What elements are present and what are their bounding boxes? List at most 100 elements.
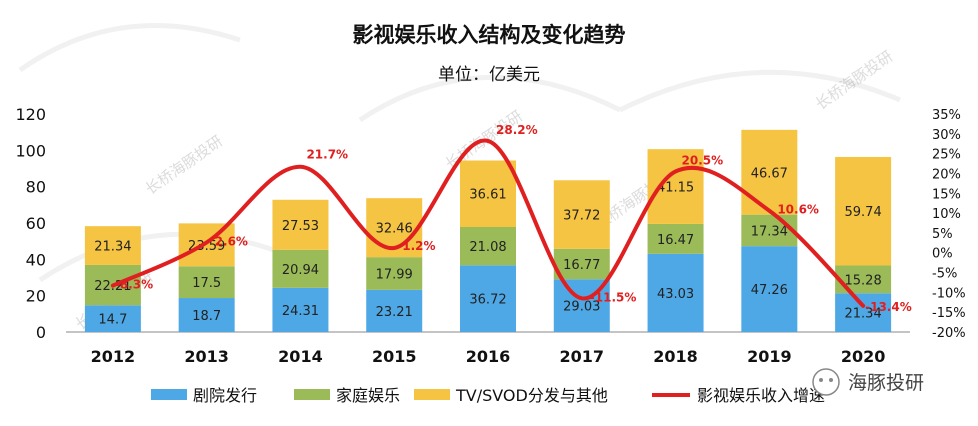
y2-tick-label: -15% <box>932 306 966 321</box>
wechat-icon-eye <box>829 378 833 382</box>
bar-value-label: 18.7 <box>192 309 221 324</box>
bar-segment <box>366 289 423 332</box>
legend-label-tv-svod: TV/SVOD分发与其他 <box>455 386 608 405</box>
y2-tick-label: 20% <box>932 167 961 182</box>
bar-series <box>84 129 892 332</box>
growth-rate-label: 20.5% <box>682 153 724 167</box>
bar-value-label: 17.5 <box>192 276 221 291</box>
y2-tick-label: 30% <box>932 128 961 143</box>
bar-segment <box>741 246 798 332</box>
growth-rate-label: -11.5% <box>590 290 637 304</box>
wechat-icon <box>812 368 840 396</box>
watermark-text: 长桥海豚投研 <box>812 47 896 113</box>
bar-value-label: 37.72 <box>563 209 600 224</box>
x-tick-label: 2014 <box>278 347 323 366</box>
bar-segment <box>553 248 610 280</box>
bar-value-label: 41.15 <box>657 181 694 196</box>
bar-value-label: 14.7 <box>98 313 127 328</box>
bar-value-label: 20.94 <box>282 263 319 278</box>
bar-segment <box>835 265 892 294</box>
growth-rate-label: 10.6% <box>777 203 819 217</box>
bar-segment <box>647 223 704 254</box>
bar-segment <box>647 149 704 224</box>
bar-segment <box>741 129 798 215</box>
bar-segment <box>272 249 329 288</box>
legend-swatch-tv-svod <box>414 389 450 400</box>
bar-value-label: 16.77 <box>563 258 600 273</box>
growth-rate-label: -8.3% <box>115 278 153 292</box>
growth-rate-labels: -8.3% 2.6% 21.7% 1.2% 28.2% -11.5% 20.5% 10.6% -… <box>115 123 912 314</box>
x-tick-label: 2013 <box>184 347 229 366</box>
bar-value-label: 15.28 <box>845 273 882 288</box>
y2-tick-label: -20% <box>932 326 966 341</box>
bar-segment <box>178 223 235 267</box>
bar-value-label: 21.34 <box>94 240 131 255</box>
legend-swatch-home-entertainment <box>294 389 330 400</box>
bar-value-label: 21.08 <box>469 240 506 255</box>
bar-segment <box>178 266 235 299</box>
x-tick-label: 2017 <box>560 347 605 366</box>
y2-tick-label: 5% <box>932 227 953 242</box>
brand-badge: 海豚投研 <box>812 368 924 396</box>
x-tick-label: 2016 <box>466 347 511 366</box>
growth-rate-label: 21.7% <box>306 148 348 162</box>
bar-segment <box>553 180 610 249</box>
bar-value-label: 24.31 <box>282 304 319 319</box>
bar-segment <box>647 253 704 332</box>
bar-value-label: 27.53 <box>282 219 319 234</box>
watermark-arcs <box>18 22 901 283</box>
bar-value-label: 32.46 <box>376 222 413 237</box>
y2-tick-label: -5% <box>932 267 957 282</box>
x-tick-label: 2020 <box>841 347 886 366</box>
legend-label-theatrical: 剧院发行 <box>193 386 257 405</box>
x-tick-label: 2015 <box>372 347 417 366</box>
bar-segment <box>835 293 892 332</box>
growth-rate-label: 28.2% <box>496 123 538 137</box>
bar-value-label: 23.21 <box>376 305 413 320</box>
bar-segment <box>272 287 329 332</box>
bar-value-label: 47.26 <box>751 283 788 298</box>
growth-rate-label: -13.4% <box>865 300 912 314</box>
legend: 剧院发行 家庭娱乐 TV/SVOD分发与其他 影视娱乐收入增速 <box>151 386 825 405</box>
bar-value-label: 36.72 <box>469 293 506 308</box>
bar-segment <box>178 298 235 332</box>
legend-label-growth: 影视娱乐收入增速 <box>697 386 825 405</box>
y-tick-label: 80 <box>26 178 46 197</box>
y2-tick-label: 15% <box>932 187 961 202</box>
y-tick-label: 100 <box>15 141 46 160</box>
x-tick-label: 2019 <box>747 347 792 366</box>
chart-title: 影视娱乐收入结构及变化趋势 <box>353 23 626 47</box>
legend-swatch-theatrical <box>151 389 187 400</box>
y2-tick-label: 10% <box>932 207 961 222</box>
y2-tick-label: 35% <box>932 108 961 123</box>
y2-tick-label: 0% <box>932 247 953 262</box>
growth-rate-line <box>110 138 866 308</box>
bar-segment <box>741 214 798 247</box>
bar-value-label: 43.03 <box>657 287 694 302</box>
bar-value-label: 17.34 <box>751 224 788 239</box>
y-tick-label: 0 <box>36 323 46 342</box>
y2-tick-label: -10% <box>932 286 966 301</box>
bar-value-label: 46.67 <box>751 166 788 181</box>
bar-segment <box>272 199 329 250</box>
bar-segment <box>835 156 892 266</box>
growth-rate-label: 1.2% <box>402 239 435 253</box>
legend-label-home-entertainment: 家庭娱乐 <box>336 386 400 405</box>
bar-value-label: 36.61 <box>469 188 506 203</box>
brand-name: 海豚投研 <box>848 372 924 394</box>
bar-segment <box>460 160 516 227</box>
y-tick-label: 40 <box>26 250 46 269</box>
bar-segment <box>460 265 516 332</box>
growth-rate-label: 2.6% <box>215 234 248 248</box>
y2-tick-label: 25% <box>932 148 961 163</box>
bar-value-label: 29.03 <box>563 300 600 315</box>
x-tick-label: 2018 <box>653 347 698 366</box>
chart-subtitle: 单位：亿美元 <box>438 65 540 85</box>
bar-segment <box>84 226 141 265</box>
right-axis-ticks: -20% -15% -10% -5% 0% 5% 10% 15% 20% 25% 30% 35% <box>932 108 966 341</box>
y-tick-label: 20 <box>26 287 46 306</box>
y-tick-label: 120 <box>15 105 46 124</box>
bar-value-label: 21.34 <box>845 307 882 322</box>
